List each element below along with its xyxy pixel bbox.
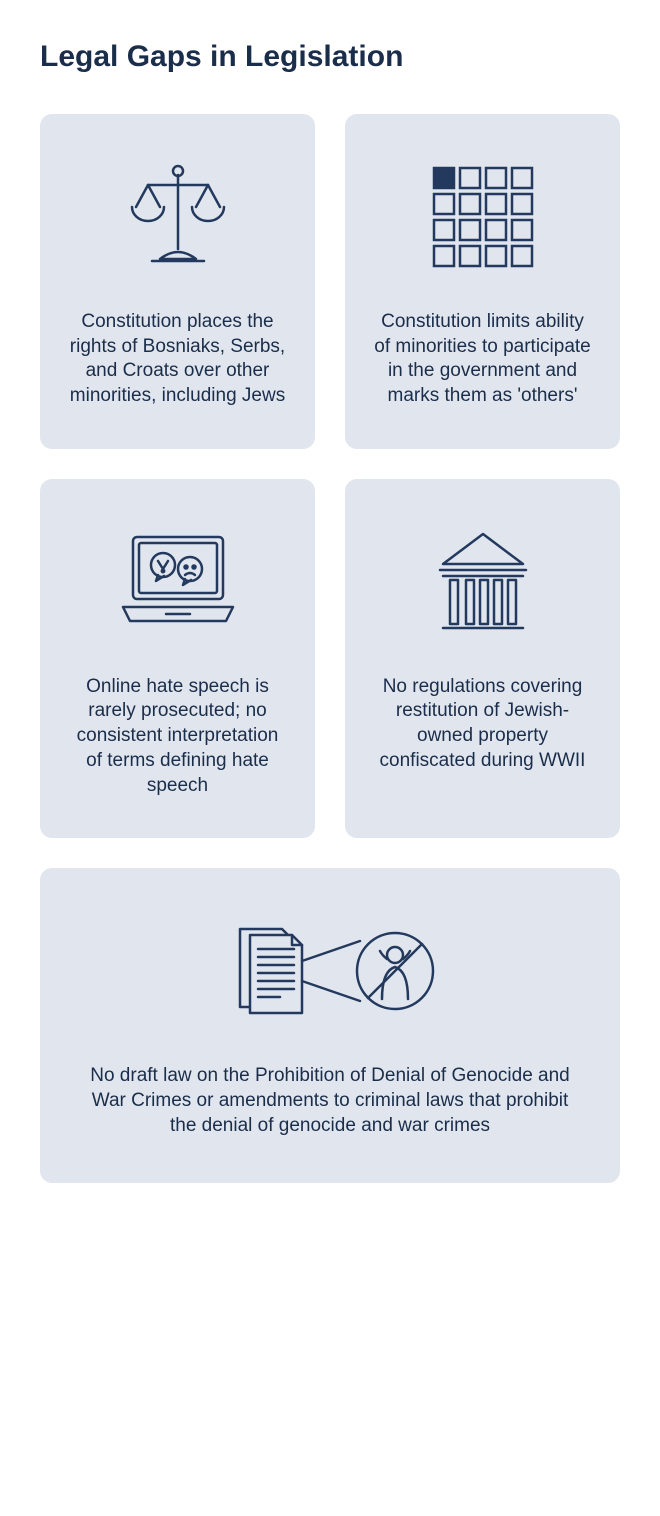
doc-prohibit-icon (210, 906, 450, 1036)
card-building: No regulations covering restitution of J… (345, 479, 620, 838)
card-grid: Constitution limits ability of minoritie… (345, 114, 620, 449)
card-text: No regulations covering restitution of J… (373, 675, 592, 774)
card-text: Online hate speech is rarely prosecuted;… (68, 675, 287, 798)
card-text: Constitution places the rights of Bosnia… (68, 310, 287, 409)
cards-grid: Constitution places the rights of Bosnia… (40, 114, 620, 1183)
card-text: Constitution limits ability of minoritie… (373, 310, 592, 409)
laptop-icon (108, 517, 248, 647)
building-icon (428, 517, 538, 647)
grid-icon (428, 152, 538, 282)
card-text: No draft law on the Prohibition of Denia… (90, 1064, 570, 1138)
card-scales: Constitution places the rights of Bosnia… (40, 114, 315, 449)
card-laptop: Online hate speech is rarely prosecuted;… (40, 479, 315, 838)
page-title: Legal Gaps in Legislation (40, 40, 620, 74)
scales-icon (118, 152, 238, 282)
card-doc-prohibit: No draft law on the Prohibition of Denia… (40, 868, 620, 1183)
